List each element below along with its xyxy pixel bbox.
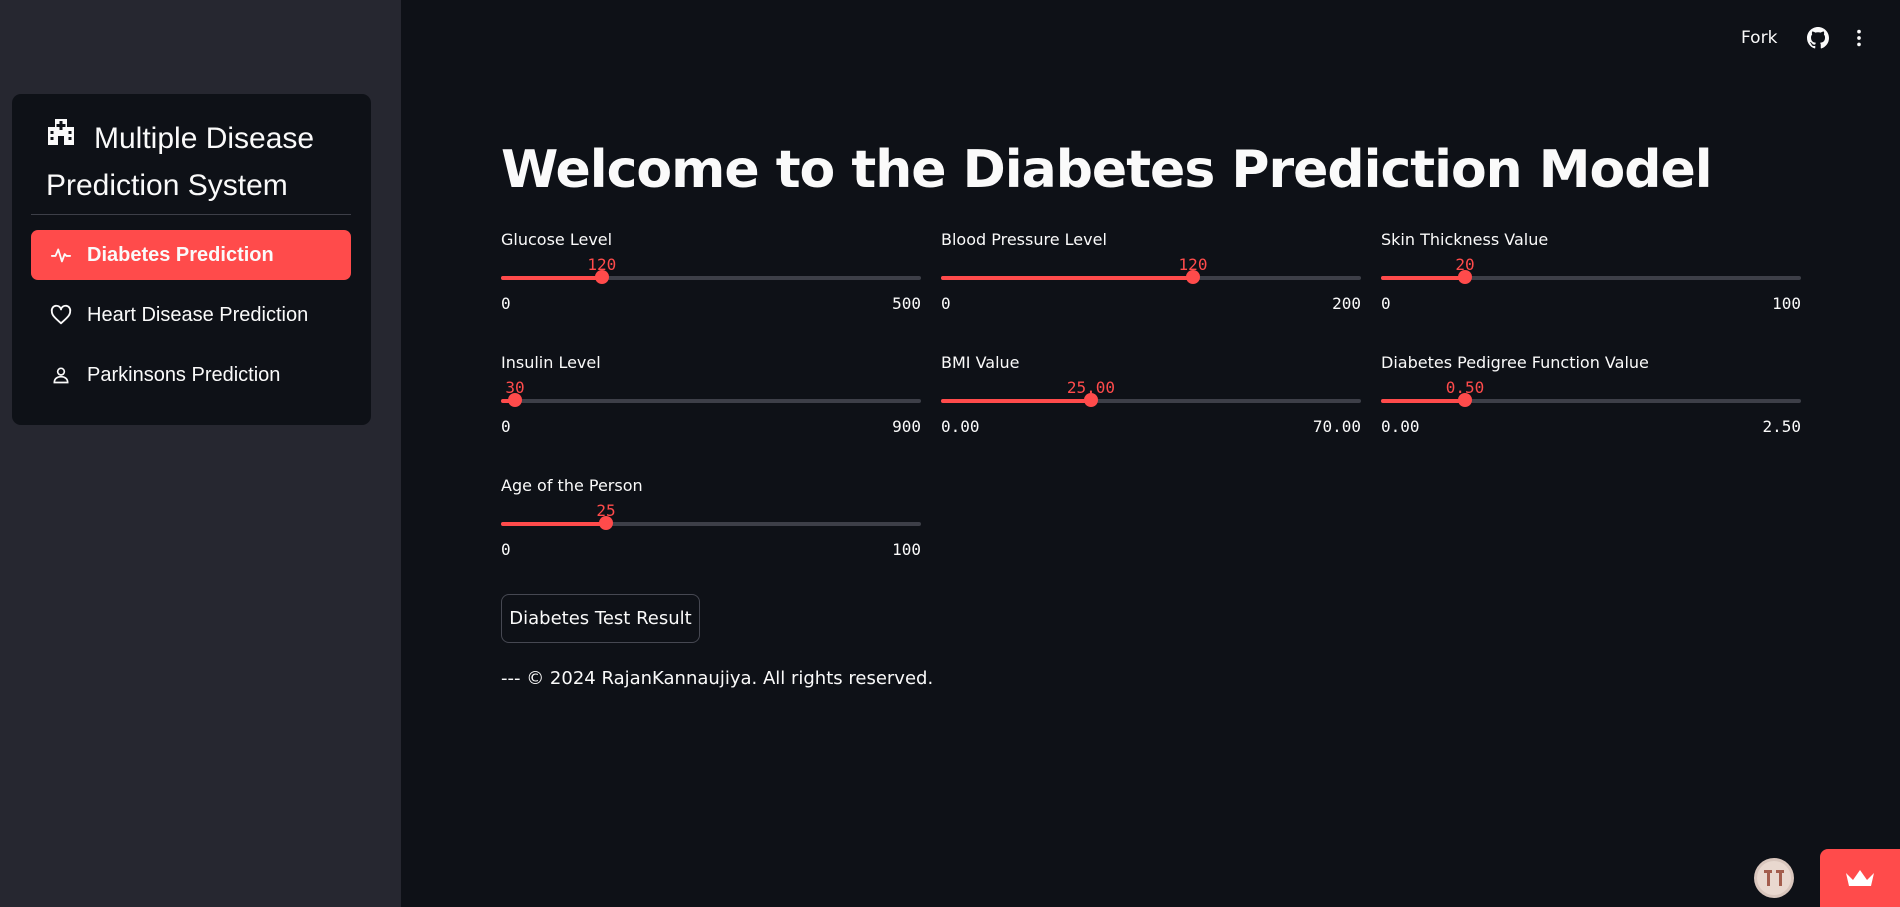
hospital-icon	[46, 113, 76, 158]
slider-value: 0.50	[1445, 378, 1485, 397]
slider-skin-thickness-value[interactable]: Skin Thickness Value 20 0 100	[1381, 230, 1801, 330]
slider-thumb[interactable]	[1083, 393, 1098, 407]
slider-min: 0.00	[941, 417, 980, 436]
slider-value: 25	[596, 501, 616, 520]
slider-value: 120	[587, 255, 617, 274]
menu-title-text: Multiple Disease Prediction System	[46, 122, 315, 202]
slider-max: 100	[1772, 294, 1801, 313]
heart-icon	[49, 304, 73, 326]
slider-fill	[501, 276, 602, 280]
slider-track[interactable]	[501, 399, 921, 403]
slider-track[interactable]	[941, 276, 1361, 280]
slider-label: Blood Pressure Level	[941, 230, 1107, 249]
main-content: Fork Welcome to the Diabetes Prediction …	[401, 0, 1900, 907]
sidebar-item-label: Heart Disease Prediction	[87, 303, 309, 326]
fork-link[interactable]: Fork	[1741, 28, 1778, 48]
slider-fill	[941, 276, 1193, 280]
sidebar: Multiple Disease Prediction System Diabe…	[0, 0, 401, 907]
slider-min: 0	[501, 417, 511, 436]
slider-value: 25.00	[1066, 378, 1116, 397]
slider-label: Skin Thickness Value	[1381, 230, 1549, 249]
slider-fill	[1381, 399, 1465, 403]
sidebar-item-label: Parkinsons Prediction	[87, 363, 281, 386]
streamlit-crown-icon[interactable]	[1820, 849, 1900, 907]
sidebar-item-parkinsons[interactable]: Parkinsons Prediction	[31, 350, 351, 400]
option-menu: Multiple Disease Prediction System Diabe…	[12, 94, 371, 425]
person-icon	[49, 365, 73, 385]
slider-track[interactable]	[1381, 276, 1801, 280]
slider-fill	[941, 399, 1091, 403]
menu-divider	[31, 214, 351, 215]
slider-min: 0	[501, 294, 511, 313]
activity-icon	[49, 244, 73, 266]
slider-age-of-the-person[interactable]: Age of the Person 25 0 100	[501, 476, 921, 576]
diabetes-test-result-button[interactable]: Diabetes Test Result	[501, 594, 700, 643]
slider-value: 120	[1178, 255, 1208, 274]
slider-value: 30	[505, 378, 525, 397]
slider-insulin-level[interactable]: Insulin Level 30 0 900	[501, 353, 921, 453]
slider-min: 0	[941, 294, 951, 313]
menu-title: Multiple Disease Prediction System	[46, 116, 346, 208]
sidebar-item-label: Diabetes Prediction	[87, 243, 274, 266]
slider-min: 0.00	[1381, 417, 1420, 436]
slider-track[interactable]	[501, 522, 921, 526]
slider-value: 20	[1455, 255, 1475, 274]
slider-min: 0	[501, 540, 511, 559]
slider-label: Insulin Level	[501, 353, 601, 372]
slider-max: 200	[1332, 294, 1361, 313]
slider-label: Diabetes Pedigree Function Value	[1381, 353, 1649, 372]
slider-thumb[interactable]	[599, 516, 613, 530]
slider-diabetes-pedigree-function-value[interactable]: Diabetes Pedigree Function Value 0.50 0.00…	[1381, 353, 1801, 453]
slider-track[interactable]	[501, 276, 921, 280]
github-icon[interactable]	[1807, 27, 1829, 54]
slider-thumb[interactable]	[1458, 270, 1472, 284]
slider-label: BMI Value	[941, 353, 1020, 372]
slider-thumb[interactable]	[594, 270, 609, 284]
slider-fill	[501, 522, 606, 526]
slider-track[interactable]	[941, 399, 1361, 403]
slider-max: 900	[892, 417, 921, 436]
slider-thumb[interactable]	[1458, 393, 1472, 407]
page-title: Welcome to the Diabetes Prediction Model	[501, 140, 1713, 200]
slider-blood-pressure-level[interactable]: Blood Pressure Level 120 0 200	[941, 230, 1361, 330]
avatar[interactable]	[1754, 858, 1794, 898]
slider-max: 70.00	[1312, 417, 1361, 436]
slider-thumb[interactable]	[507, 393, 522, 407]
slider-fill	[1381, 276, 1465, 280]
slider-min: 0	[1381, 294, 1391, 313]
slider-label: Age of the Person	[501, 476, 643, 495]
slider-thumb[interactable]	[1186, 270, 1200, 284]
kebab-menu-icon[interactable]	[1848, 27, 1870, 54]
slider-max: 100	[892, 540, 921, 559]
sidebar-item-diabetes[interactable]: Diabetes Prediction	[31, 230, 351, 280]
slider-label: Glucose Level	[501, 230, 613, 249]
slider-track[interactable]	[1381, 399, 1801, 403]
footer-copyright: --- © 2024 RajanKannaujiya. All rights r…	[501, 668, 934, 689]
sidebar-item-heart-disease[interactable]: Heart Disease Prediction	[31, 290, 351, 340]
slider-bmi-value[interactable]: BMI Value 25.00 0.00 70.00	[941, 353, 1361, 453]
slider-glucose-level[interactable]: Glucose Level 120 0 500	[501, 230, 921, 330]
slider-max: 500	[892, 294, 921, 313]
slider-max: 2.50	[1762, 417, 1801, 436]
